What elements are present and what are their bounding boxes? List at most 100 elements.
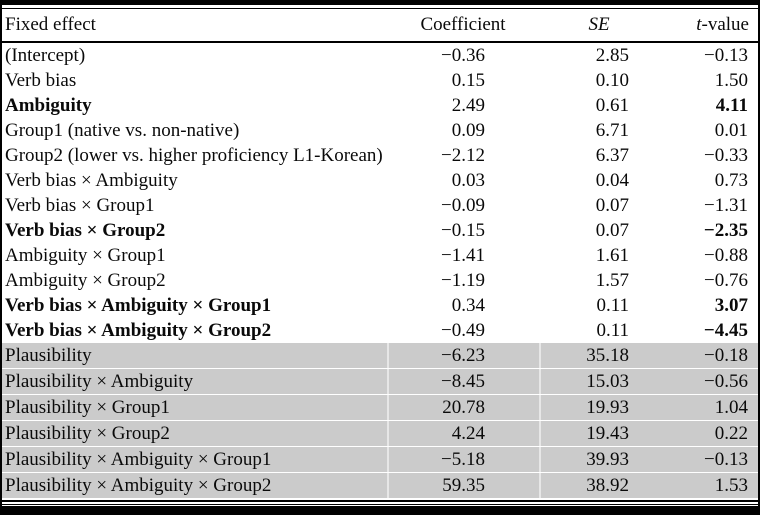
se-cell: 1.61 bbox=[595, 244, 629, 266]
coefficient-cell: 20.78 bbox=[387, 394, 539, 421]
se-cell: 0.04 bbox=[595, 169, 629, 191]
se-cell: 19.43 bbox=[539, 420, 659, 447]
se-cell: 0.10 bbox=[595, 69, 629, 91]
se-cell: 0.07 bbox=[595, 194, 629, 216]
effect-cell: Ambiguity bbox=[5, 94, 92, 116]
coefficient-cell: −1.19 bbox=[441, 269, 485, 291]
effect-cell: Plausibility × Ambiguity × Group1 bbox=[2, 446, 387, 473]
bottom-thick-rule bbox=[2, 506, 758, 515]
t-value-cell: −0.88 bbox=[704, 244, 748, 266]
effect-cell: (Intercept) bbox=[5, 44, 86, 66]
effect-cell: Group1 (native vs. non-native) bbox=[5, 119, 240, 141]
coefficient-cell: 0.03 bbox=[451, 169, 485, 191]
t-value-cell: −0.56 bbox=[659, 368, 758, 395]
table-row: Verb bias × Ambiguity × Group2 −0.49 0.1… bbox=[2, 318, 758, 343]
se-cell: 39.93 bbox=[539, 446, 659, 473]
table-row: Verb bias × Group1 −0.09 0.07 −1.31 bbox=[2, 193, 758, 218]
t-value-cell: −0.33 bbox=[704, 144, 748, 166]
effect-cell: Verb bias × Ambiguity × Group1 bbox=[5, 294, 272, 316]
coefficient-cell: −6.23 bbox=[387, 343, 539, 369]
se-cell: 35.18 bbox=[539, 343, 659, 369]
header-t-rest-part: -value bbox=[701, 14, 749, 35]
effect-cell: Plausibility × Group2 bbox=[2, 420, 387, 447]
bottom-rule-gap bbox=[2, 502, 758, 504]
t-value-cell: 4.11 bbox=[715, 94, 748, 116]
table-row: Plausibility × Ambiguity −8.45 15.03 −0.… bbox=[2, 368, 758, 395]
fixed-effects-table: Fixed effect Coefficient SE t-value (Int… bbox=[2, 9, 758, 498]
table-row: Group1 (native vs. non-native) 0.09 6.71… bbox=[2, 118, 758, 143]
table-row: (Intercept) −0.36 2.85 −0.13 bbox=[2, 42, 758, 68]
table-row: Plausibility × Ambiguity × Group1 −5.18 … bbox=[2, 446, 758, 473]
effect-cell: Ambiguity × Group1 bbox=[5, 244, 166, 266]
effect-cell: Plausibility × Ambiguity × Group2 bbox=[2, 472, 387, 498]
t-value-cell: −2.35 bbox=[703, 219, 748, 241]
t-value-cell: −0.76 bbox=[704, 269, 748, 291]
table-row: Verb bias × Group2 −0.15 0.07 −2.35 bbox=[2, 218, 758, 243]
se-cell: 1.57 bbox=[595, 269, 629, 291]
effect-cell: Plausibility bbox=[2, 343, 387, 369]
top-thin-rule bbox=[2, 8, 758, 9]
top-rule-gap bbox=[2, 5, 758, 8]
coefficient-cell: −5.18 bbox=[387, 446, 539, 473]
coefficient-cell: 4.24 bbox=[387, 420, 539, 447]
header-t-italic-part: t bbox=[696, 14, 702, 35]
coefficient-cell: −0.09 bbox=[441, 194, 485, 216]
header-coefficient: Coefficient bbox=[387, 9, 539, 43]
t-value-cell: −1.31 bbox=[704, 194, 748, 216]
effect-cell: Verb bias bbox=[5, 69, 77, 91]
table-header: Fixed effect Coefficient SE t-value bbox=[2, 9, 758, 43]
se-cell: 0.11 bbox=[596, 319, 629, 341]
coefficient-cell: −1.41 bbox=[441, 244, 485, 266]
coefficient-cell: −8.45 bbox=[387, 368, 539, 395]
bottom-rule-lower bbox=[2, 504, 758, 505]
coefficient-cell: −0.49 bbox=[441, 319, 485, 341]
coefficient-cell: 2.49 bbox=[451, 94, 485, 116]
se-cell: 0.11 bbox=[596, 294, 629, 316]
bottom-rule-upper bbox=[2, 500, 758, 502]
coefficient-cell: −0.36 bbox=[441, 44, 485, 66]
table-body: (Intercept) −0.36 2.85 −0.13 Verb bias 0… bbox=[2, 42, 758, 498]
effect-cell: Plausibility × Ambiguity bbox=[2, 368, 387, 395]
effect-cell: Group2 (lower vs. higher proficiency L1-… bbox=[5, 144, 383, 166]
effect-cell: Verb bias × Ambiguity bbox=[5, 169, 178, 191]
coefficient-cell: 0.15 bbox=[451, 69, 485, 91]
header-t-value: t-value bbox=[659, 9, 758, 43]
se-cell: 38.92 bbox=[539, 472, 659, 498]
t-value-cell: 1.50 bbox=[714, 69, 748, 91]
table-row: Verb bias 0.15 0.10 1.50 bbox=[2, 68, 758, 93]
coefficient-cell: 59.35 bbox=[387, 472, 539, 498]
table-row: Verb bias × Ambiguity 0.03 0.04 0.73 bbox=[2, 168, 758, 193]
se-cell: 15.03 bbox=[539, 368, 659, 395]
t-value-cell: 0.73 bbox=[714, 169, 748, 191]
effect-cell: Verb bias × Group2 bbox=[5, 219, 166, 241]
se-cell: 19.93 bbox=[539, 394, 659, 421]
t-value-cell: 1.04 bbox=[659, 394, 758, 421]
effect-cell: Verb bias × Group1 bbox=[5, 194, 155, 216]
table-row: Verb bias × Ambiguity × Group1 0.34 0.11… bbox=[2, 293, 758, 318]
coefficient-cell: −2.12 bbox=[441, 144, 485, 166]
coefficient-cell: −0.15 bbox=[441, 219, 485, 241]
table-row: Plausibility × Group1 20.78 19.93 1.04 bbox=[2, 394, 758, 421]
coefficient-cell: 0.09 bbox=[451, 119, 485, 141]
table-row: Plausibility × Group2 4.24 19.43 0.22 bbox=[2, 420, 758, 447]
table-row: Plausibility −6.23 35.18 −0.18 bbox=[2, 343, 758, 369]
effect-cell: Plausibility × Group1 bbox=[2, 394, 387, 421]
t-value-cell: −4.45 bbox=[703, 319, 748, 341]
effect-cell: Verb bias × Ambiguity × Group2 bbox=[5, 319, 272, 341]
t-value-cell: 3.07 bbox=[714, 294, 748, 316]
table-row: Plausibility × Ambiguity × Group2 59.35 … bbox=[2, 472, 758, 498]
se-cell: 6.71 bbox=[595, 119, 629, 141]
t-value-cell: −0.18 bbox=[659, 343, 758, 369]
t-value-cell: 0.22 bbox=[659, 420, 758, 447]
effect-cell: Ambiguity × Group2 bbox=[5, 269, 166, 291]
table-row: Ambiguity 2.49 0.61 4.11 bbox=[2, 93, 758, 118]
se-cell: 2.85 bbox=[595, 44, 629, 66]
table-row: Group2 (lower vs. higher proficiency L1-… bbox=[2, 143, 758, 168]
header-fixed-effect: Fixed effect bbox=[2, 9, 387, 43]
t-value-cell: −0.13 bbox=[659, 446, 758, 473]
se-cell: 6.37 bbox=[595, 144, 629, 166]
header-se: SE bbox=[539, 9, 659, 43]
bottom-rules bbox=[2, 500, 758, 505]
se-cell: 0.07 bbox=[595, 219, 629, 241]
table-row: Ambiguity × Group2 −1.19 1.57 −0.76 bbox=[2, 268, 758, 293]
